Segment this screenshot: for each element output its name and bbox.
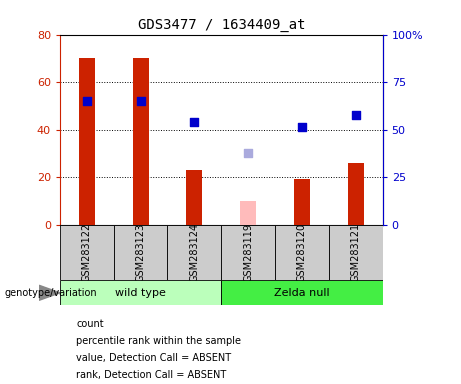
Bar xyxy=(79,58,95,225)
Text: Zelda null: Zelda null xyxy=(274,288,330,298)
Text: GSM283124: GSM283124 xyxy=(189,223,200,282)
Point xyxy=(298,124,306,130)
Point xyxy=(244,150,252,156)
Text: GSM283119: GSM283119 xyxy=(243,223,253,282)
Bar xyxy=(60,280,221,305)
Point xyxy=(352,112,360,118)
Title: GDS3477 / 1634409_at: GDS3477 / 1634409_at xyxy=(137,18,305,32)
Bar xyxy=(167,225,221,280)
Bar xyxy=(114,225,167,280)
Text: percentile rank within the sample: percentile rank within the sample xyxy=(76,336,241,346)
Bar xyxy=(275,225,329,280)
Text: genotype/variation: genotype/variation xyxy=(5,288,97,298)
Bar xyxy=(329,225,383,280)
Bar xyxy=(221,225,275,280)
Text: GSM283123: GSM283123 xyxy=(136,223,146,282)
Point xyxy=(83,98,90,104)
Bar xyxy=(294,179,310,225)
Text: GSM283120: GSM283120 xyxy=(297,223,307,282)
Bar xyxy=(221,280,383,305)
Point xyxy=(191,119,198,126)
Polygon shape xyxy=(39,285,60,300)
Bar xyxy=(186,170,202,225)
Bar xyxy=(240,201,256,225)
Text: GSM283121: GSM283121 xyxy=(351,223,361,282)
Text: count: count xyxy=(76,319,104,329)
Point xyxy=(137,98,144,104)
Text: value, Detection Call = ABSENT: value, Detection Call = ABSENT xyxy=(76,353,231,363)
Bar xyxy=(348,163,364,225)
Bar xyxy=(133,58,148,225)
Text: wild type: wild type xyxy=(115,288,166,298)
Bar xyxy=(60,225,114,280)
Text: rank, Detection Call = ABSENT: rank, Detection Call = ABSENT xyxy=(76,370,226,380)
Text: GSM283122: GSM283122 xyxy=(82,223,92,282)
